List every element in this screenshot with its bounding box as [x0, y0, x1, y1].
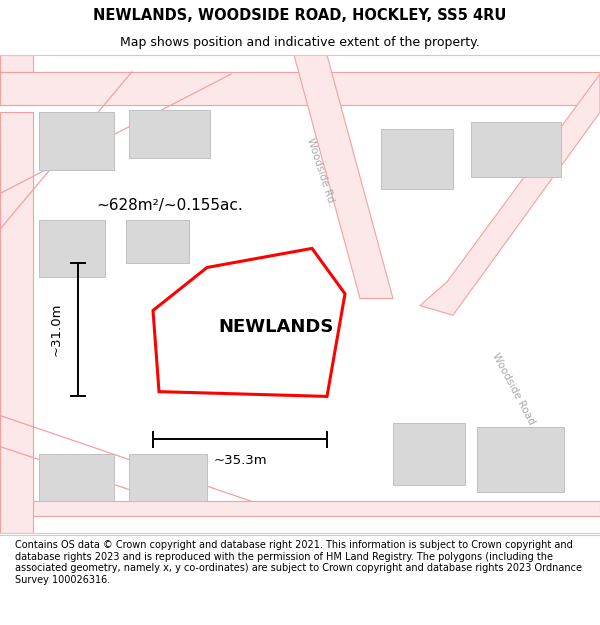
Polygon shape [0, 112, 33, 532]
Text: Contains OS data © Crown copyright and database right 2021. This information is : Contains OS data © Crown copyright and d… [15, 540, 582, 585]
Text: NEWLANDS, WOODSIDE ROAD, HOCKLEY, SS5 4RU: NEWLANDS, WOODSIDE ROAD, HOCKLEY, SS5 4R… [94, 8, 506, 23]
Polygon shape [129, 454, 207, 501]
Text: ~31.0m: ~31.0m [50, 302, 63, 356]
Polygon shape [0, 55, 600, 532]
Polygon shape [0, 501, 600, 516]
Text: Map shows position and indicative extent of the property.: Map shows position and indicative extent… [120, 36, 480, 49]
Polygon shape [0, 55, 33, 72]
Polygon shape [471, 122, 561, 177]
Text: NEWLANDS: NEWLANDS [218, 318, 334, 336]
Polygon shape [393, 422, 465, 485]
Polygon shape [153, 248, 345, 396]
Text: ~628m²/~0.155ac.: ~628m²/~0.155ac. [96, 198, 243, 212]
Polygon shape [381, 129, 453, 189]
Polygon shape [39, 112, 114, 169]
Polygon shape [129, 110, 210, 158]
Polygon shape [294, 55, 393, 299]
Polygon shape [477, 428, 564, 492]
Polygon shape [420, 74, 600, 315]
Text: ~35.3m: ~35.3m [213, 454, 267, 467]
Polygon shape [0, 72, 600, 105]
Text: Woodside Road: Woodside Road [490, 352, 536, 427]
Polygon shape [39, 454, 114, 501]
Polygon shape [39, 220, 105, 277]
Polygon shape [126, 220, 189, 262]
Text: Woodside Rd.: Woodside Rd. [305, 137, 337, 208]
